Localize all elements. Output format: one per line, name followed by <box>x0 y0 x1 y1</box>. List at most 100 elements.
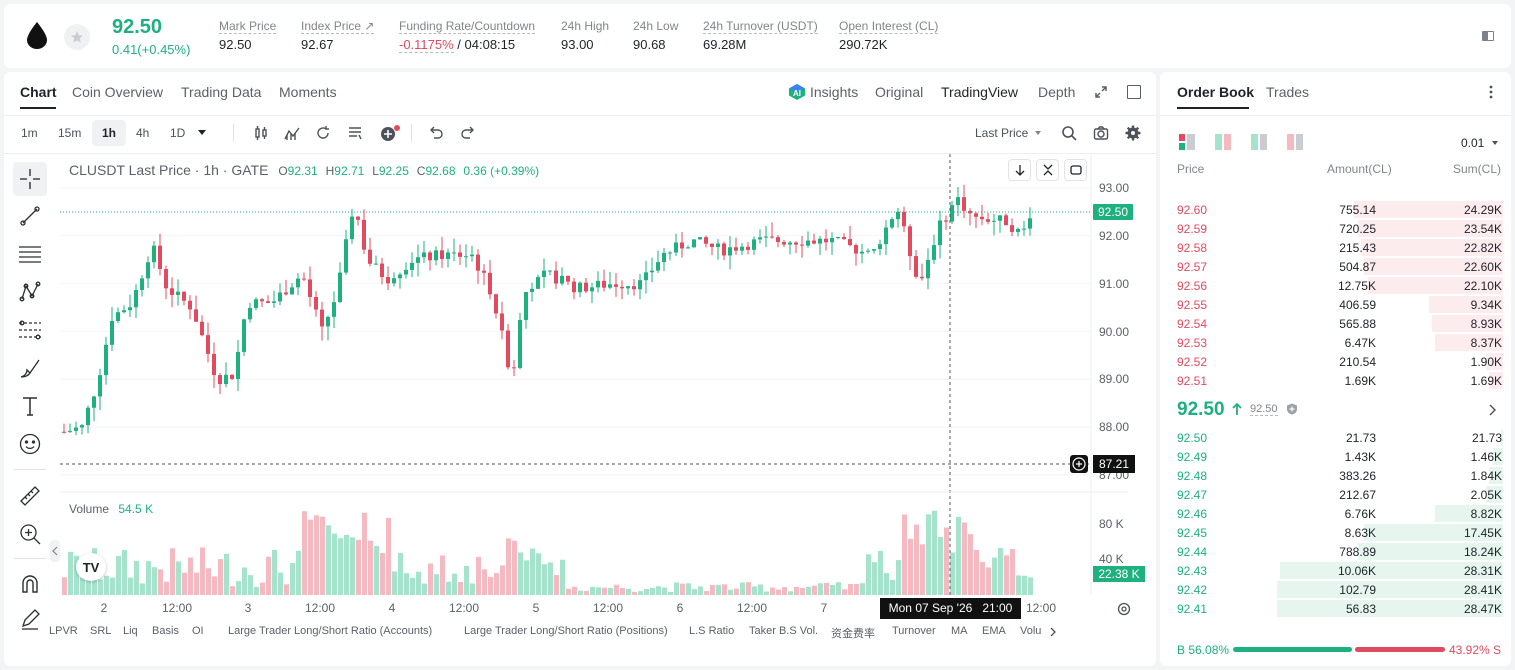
ask-row[interactable]: 92.55 406.59 9.34K <box>1168 295 1508 314</box>
layout-both-icon[interactable] <box>1179 134 1195 153</box>
tab-order-book[interactable]: Order Book <box>1177 84 1255 100</box>
indicator-ls-ratio[interactable]: L.S Ratio <box>689 625 735 637</box>
funding-rate-label[interactable]: Funding Rate/Countdown <box>399 19 536 34</box>
undo-icon[interactable] <box>428 125 444 144</box>
tab-trading-data[interactable]: Trading Data <box>181 84 262 100</box>
more-icon[interactable] <box>1488 84 1494 103</box>
ask-row[interactable]: 92.58 215.43 22.82K <box>1168 238 1508 257</box>
price-source-select[interactable]: Last Price <box>975 126 1029 140</box>
indicator-liq[interactable]: Liq <box>123 625 138 637</box>
search-icon[interactable] <box>1061 125 1077 144</box>
pattern-icon[interactable] <box>14 277 46 307</box>
open-interest-label[interactable]: Open Interest (CL) <box>839 19 939 34</box>
templates-icon[interactable] <box>347 125 363 144</box>
index-price-label[interactable]: Index Price ↗ <box>301 19 375 34</box>
view-insights[interactable]: Insights <box>810 84 859 100</box>
reset-icon[interactable] <box>1064 159 1087 181</box>
bid-row[interactable]: 92.49 1.43K 1.46K <box>1168 447 1508 466</box>
ask-row[interactable]: 92.57 504.87 22.60K <box>1168 257 1508 276</box>
pencil-lock-icon[interactable] <box>14 604 46 634</box>
indicator-turnover[interactable]: Turnover <box>892 625 936 637</box>
ask-row[interactable]: 92.51 1.69K 1.69K <box>1168 371 1508 390</box>
layout-asks-icon[interactable] <box>1287 134 1303 153</box>
timeframe-chevron-down-icon[interactable] <box>198 130 206 135</box>
magnet-icon[interactable] <box>14 569 46 599</box>
ask-row[interactable]: 92.60 755.14 24.29K <box>1168 200 1508 219</box>
bid-row[interactable]: 92.50 21.73 21.73 <box>1168 428 1508 447</box>
fib-icon[interactable] <box>14 315 46 345</box>
ask-row[interactable]: 92.54 565.88 8.93K <box>1168 314 1508 333</box>
bid-row[interactable]: 92.43 10.06K 28.31K <box>1168 561 1508 580</box>
brush-icon[interactable] <box>14 353 46 383</box>
indicator-funding[interactable]: 资金费率 <box>831 628 875 640</box>
layout-bids-icon[interactable] <box>1251 134 1267 153</box>
bid-row[interactable]: 92.41 56.83 28.47K <box>1168 599 1508 618</box>
tab-trades[interactable]: Trades <box>1266 84 1310 100</box>
scroll-down-icon[interactable] <box>1008 159 1031 181</box>
mark-price-label[interactable]: Mark Price <box>219 19 277 34</box>
book-icon[interactable] <box>1477 26 1499 46</box>
tab-coin-overview[interactable]: Coin Overview <box>72 84 164 100</box>
bid-row[interactable]: 92.47 212.67 2.05K <box>1168 485 1508 504</box>
tradingview-logo[interactable]: TV <box>76 553 106 581</box>
indicator-oi[interactable]: OI <box>192 625 204 637</box>
tf-15m[interactable]: 15m <box>58 126 82 140</box>
indicator-basis[interactable]: Basis <box>152 625 179 637</box>
indicator-lpvr[interactable]: LPVR <box>49 625 78 637</box>
tf-1m[interactable]: 1m <box>21 126 38 140</box>
indicator-volume[interactable]: Volu <box>1020 625 1042 637</box>
bid-row[interactable]: 92.48 383.26 1.84K <box>1168 466 1508 485</box>
bid-row[interactable]: 92.44 788.89 18.24K <box>1168 542 1508 561</box>
collapse-icon[interactable] <box>1036 159 1059 181</box>
window-icon[interactable] <box>1127 85 1141 99</box>
view-tradingview[interactable]: TradingView <box>941 84 1019 100</box>
turnover-label[interactable]: 24h Turnover (USDT) <box>703 19 818 34</box>
tf-1d[interactable]: 1D <box>170 126 186 140</box>
view-original[interactable]: Original <box>875 84 924 100</box>
ask-row[interactable]: 92.52 210.54 1.90K <box>1168 352 1508 371</box>
ask-row[interactable]: 92.53 6.47K 8.37K <box>1168 333 1508 352</box>
layout-split-icon[interactable] <box>1215 134 1231 153</box>
precision-chevron-icon[interactable] <box>1492 141 1498 145</box>
ask-row[interactable]: 92.59 720.25 23.54K <box>1168 219 1508 238</box>
indicators-icon[interactable] <box>284 125 300 144</box>
tab-moments[interactable]: Moments <box>279 84 337 100</box>
indicator-ls-accounts[interactable]: Large Trader Long/Short Ratio (Accounts) <box>228 625 433 637</box>
redo-icon[interactable] <box>460 125 476 144</box>
gear-icon[interactable] <box>1125 125 1141 144</box>
tf-4h[interactable]: 4h <box>136 126 150 140</box>
bid-row[interactable]: 92.46 6.76K 8.82K <box>1168 504 1508 523</box>
view-depth[interactable]: Depth <box>1038 84 1076 100</box>
bid-row[interactable]: 92.42 102.79 28.41K <box>1168 580 1508 599</box>
bid-row[interactable]: 92.45 8.63K 17.45K <box>1168 523 1508 542</box>
text-icon[interactable] <box>14 391 46 421</box>
indicator-ma[interactable]: MA <box>951 625 968 637</box>
tf-1h[interactable]: 1h <box>102 126 117 140</box>
indicator-taker-vol[interactable]: Taker B.S Vol. <box>749 625 819 637</box>
trend-line-icon[interactable] <box>14 201 46 231</box>
add-alert-icon[interactable] <box>379 124 401 145</box>
mid-mark-price[interactable]: 92.50 <box>1250 403 1278 416</box>
zoom-in-icon[interactable] <box>14 519 46 549</box>
tab-chart[interactable]: Chart <box>20 84 57 100</box>
ask-row[interactable]: 92.56 12.75K 22.10K <box>1168 276 1508 295</box>
favorite-star-icon[interactable] <box>64 24 90 50</box>
horizontal-lines-icon[interactable] <box>14 239 46 269</box>
crosshair-icon[interactable] <box>14 164 46 194</box>
expand-icon[interactable] <box>1093 84 1109 100</box>
camera-icon[interactable] <box>1093 125 1109 144</box>
indicator-ls-positions[interactable]: Large Trader Long/Short Ratio (Positions… <box>464 625 668 637</box>
candle-type-icon[interactable] <box>253 125 269 144</box>
indicator-ema[interactable]: EMA <box>982 625 1006 637</box>
indicator-srl[interactable]: SRL <box>90 625 112 637</box>
collapse-toolbar-icon[interactable] <box>50 540 60 562</box>
price-source-chevron-icon[interactable] <box>1035 131 1041 135</box>
add-order-icon[interactable] <box>1070 455 1088 473</box>
precision-select[interactable]: 0.01 <box>1461 136 1485 150</box>
ruler-icon[interactable] <box>14 481 46 511</box>
chevron-right-icon[interactable] <box>1049 626 1057 640</box>
replay-icon[interactable] <box>315 125 331 144</box>
mid-chevron-right-icon[interactable] <box>1489 404 1496 419</box>
emoji-icon[interactable] <box>14 429 46 459</box>
